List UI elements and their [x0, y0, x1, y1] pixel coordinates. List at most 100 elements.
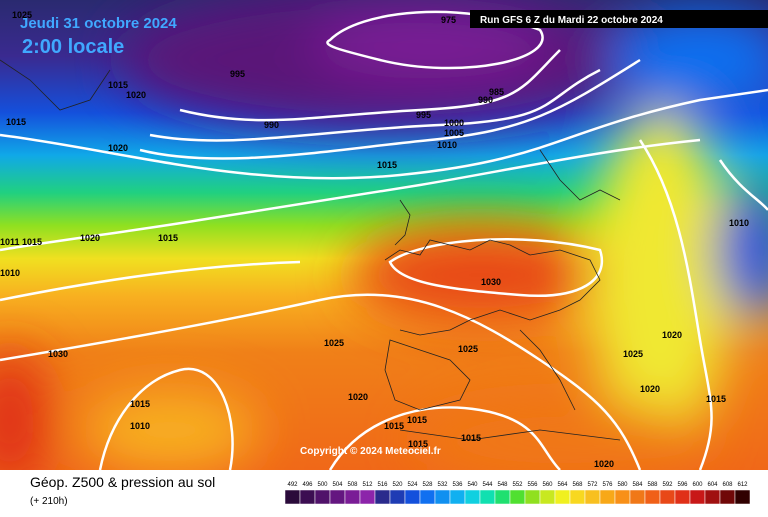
valid-time: 2:00 locale	[22, 36, 124, 58]
isobar-label: 1010	[437, 140, 457, 150]
scale-label: 512	[362, 482, 373, 488]
scale-label: 596	[677, 482, 688, 488]
scale-label: 496	[302, 482, 313, 488]
isobar-label: 1020	[126, 90, 146, 100]
scale-swatch	[629, 489, 646, 505]
isobar-label: 1025	[324, 338, 344, 348]
isobar-label: 1020	[108, 143, 128, 153]
scale-label: 564	[557, 482, 568, 488]
isobar-label: 1020	[662, 330, 682, 340]
scale-label: 508	[347, 482, 358, 488]
isobar-label: 1030	[481, 277, 501, 287]
scale-label: 528	[422, 482, 433, 488]
scale-label: 524	[407, 482, 418, 488]
scale-label: 492	[287, 482, 298, 488]
legend-title: Géop. Z500 & pression au sol	[30, 474, 215, 490]
scale-swatch	[359, 489, 376, 505]
scale-label: 540	[467, 482, 478, 488]
isobar-label: 1010	[130, 421, 150, 431]
scale-swatch	[524, 489, 541, 505]
isobar-label: 1020	[640, 384, 660, 394]
forecast-lead: (+ 210h)	[30, 496, 68, 507]
isobar-label: 1015	[22, 237, 42, 247]
scale-label: 604	[707, 482, 718, 488]
scale-swatch	[704, 489, 721, 505]
isobar-label: 1015	[377, 160, 397, 170]
scale-label: 552	[512, 482, 523, 488]
scale-label: 608	[722, 482, 733, 488]
isobar-label: 1030	[48, 349, 68, 359]
scale-swatch	[539, 489, 556, 505]
scale-swatch	[689, 489, 706, 505]
isobar-label: 1015	[407, 415, 427, 425]
isobar-label: 990	[478, 95, 493, 105]
scale-swatch	[389, 489, 406, 505]
scale-swatch	[449, 489, 466, 505]
scale-swatch	[314, 489, 331, 505]
isobar-label: 1010	[0, 268, 20, 278]
scale-label: 516	[377, 482, 388, 488]
scale-label: 576	[602, 482, 613, 488]
isobar-label: 1015	[130, 399, 150, 409]
isobar-label: 1015	[461, 433, 481, 443]
scale-swatch	[464, 489, 481, 505]
scale-label: 592	[662, 482, 673, 488]
scale-label: 556	[527, 482, 538, 488]
isobar-label: 1020	[348, 392, 368, 402]
scale-label: 548	[497, 482, 508, 488]
isobar-label: 1025	[12, 10, 32, 20]
isobar-label: 1015	[6, 117, 26, 127]
scale-swatch	[644, 489, 661, 505]
scale-swatch	[494, 489, 511, 505]
isobar-label: 975	[441, 15, 456, 25]
scale-swatch	[479, 489, 496, 505]
copyright: Copyright © 2024 Meteociel.fr	[300, 446, 441, 457]
scale-label: 544	[482, 482, 493, 488]
isobar-label: 1000	[444, 118, 464, 128]
scale-label: 560	[542, 482, 553, 488]
isobar-label: 995	[230, 69, 245, 79]
isobar-label: 1010	[729, 218, 749, 228]
scale-swatch	[434, 489, 451, 505]
scale-label: 500	[317, 482, 328, 488]
scale-swatch	[614, 489, 631, 505]
scale-label: 612	[737, 482, 748, 488]
isobar-label: 995	[416, 110, 431, 120]
run-box	[470, 10, 768, 28]
isobar-label: 1015	[408, 439, 428, 449]
scale-swatch	[599, 489, 616, 505]
isobar-label: 1015	[158, 233, 178, 243]
isobar-label: 1015	[108, 80, 128, 90]
scale-label: 580	[617, 482, 628, 488]
isobar-label: 990	[264, 120, 279, 130]
isobar-label: 1015	[384, 421, 404, 431]
scale-swatch	[419, 489, 436, 505]
isobar-label: 1020	[80, 233, 100, 243]
isobar-label: 1011	[0, 237, 20, 247]
scale-label: 568	[572, 482, 583, 488]
scale-swatch	[584, 489, 601, 505]
scale-swatch	[659, 489, 676, 505]
scale-label: 520	[392, 482, 403, 488]
isobar-label: 1025	[623, 349, 643, 359]
scale-label: 572	[587, 482, 598, 488]
scale-label: 536	[452, 482, 463, 488]
map-area: 1025102010151015102099599097598599099510…	[0, 0, 768, 470]
scale-swatch	[284, 489, 301, 505]
scale-swatch	[299, 489, 316, 505]
field	[0, 0, 768, 470]
scale-label: 504	[332, 482, 343, 488]
isobar-label: 1015	[706, 394, 726, 404]
run-info: Run GFS 6 Z du Mardi 22 octobre 2024	[480, 15, 663, 26]
isobar-label: 1025	[458, 344, 478, 354]
valid-date: Jeudi 31 octobre 2024	[20, 15, 177, 32]
isobar-label: 985	[489, 87, 504, 97]
isobar-label: 1020	[594, 459, 614, 469]
scale-swatch	[404, 489, 421, 505]
scale-swatch	[554, 489, 571, 505]
scale-label: 600	[692, 482, 703, 488]
isobar-labels: 1025102010151015102099599097598599099510…	[0, 10, 749, 469]
scale-label: 532	[437, 482, 448, 488]
